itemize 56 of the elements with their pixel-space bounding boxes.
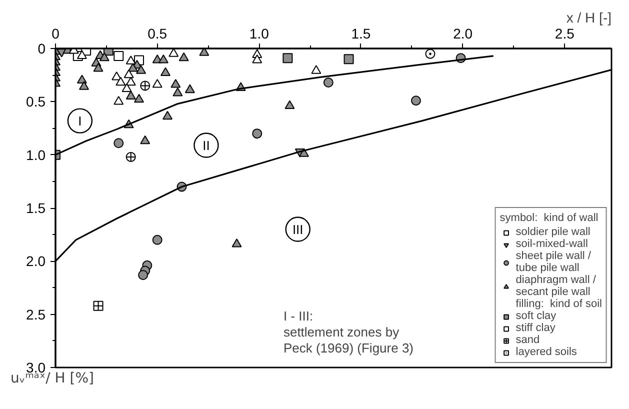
annotation: settlement zones by <box>283 324 400 340</box>
x-tick-label: 2.5 <box>554 26 575 42</box>
x-tick-label: 2.0 <box>453 26 473 42</box>
legend-label: soft clay <box>516 310 556 322</box>
point <box>172 87 183 96</box>
point <box>126 90 136 100</box>
y-tick-label: 0.5 <box>26 94 46 110</box>
point <box>79 81 90 90</box>
point <box>170 78 181 88</box>
point <box>323 78 334 88</box>
x-tick-label: 0.5 <box>148 26 168 42</box>
point <box>160 67 170 76</box>
point <box>136 65 146 74</box>
y-axis-title: uᵥᵐᵃˣ/ H [%] <box>10 370 94 386</box>
point <box>178 52 189 62</box>
annotation: I - III: <box>283 308 314 324</box>
point <box>93 63 104 72</box>
annotation: III <box>292 222 304 237</box>
legend-title: symbol: kind of wall <box>500 212 600 224</box>
y-tick-label: 2.5 <box>26 306 46 322</box>
x-tick-label: 0 <box>52 26 60 42</box>
y-tick-label: 0 <box>38 40 46 56</box>
legend-label: soil-mixed-wall <box>516 238 588 250</box>
point <box>252 128 262 139</box>
annotation: I <box>78 113 82 128</box>
point <box>93 300 104 311</box>
point <box>140 135 150 144</box>
point <box>199 48 210 56</box>
point <box>114 50 124 61</box>
annotation: II <box>202 138 210 153</box>
point <box>138 270 148 280</box>
x-tick-label: 1.5 <box>351 26 371 42</box>
point <box>232 238 242 248</box>
annotation: Peck (1969) (Figure 3) <box>283 340 414 356</box>
x-axis-title: x / H [-] <box>566 10 612 26</box>
point <box>76 74 87 84</box>
legend-label: layered soils <box>516 346 577 358</box>
legend-label: soldier pile wall <box>516 226 590 238</box>
point <box>425 48 436 59</box>
point <box>410 96 421 106</box>
point <box>158 54 168 64</box>
annotation: filling: kind of soil <box>516 298 602 310</box>
legend-label: sand <box>516 334 540 346</box>
y-tick-label: 1.5 <box>26 200 46 216</box>
point <box>152 234 162 245</box>
x-tick-label: 1.0 <box>249 26 270 42</box>
legend-label: stiff clay <box>516 322 556 334</box>
point <box>99 52 110 62</box>
point <box>284 100 295 110</box>
y-tick-label: 1.0 <box>26 146 46 163</box>
point <box>128 63 138 72</box>
y-tick-label: 2.0 <box>26 253 46 270</box>
point <box>184 84 195 94</box>
point <box>114 138 124 148</box>
point <box>134 94 144 103</box>
point <box>162 110 173 120</box>
